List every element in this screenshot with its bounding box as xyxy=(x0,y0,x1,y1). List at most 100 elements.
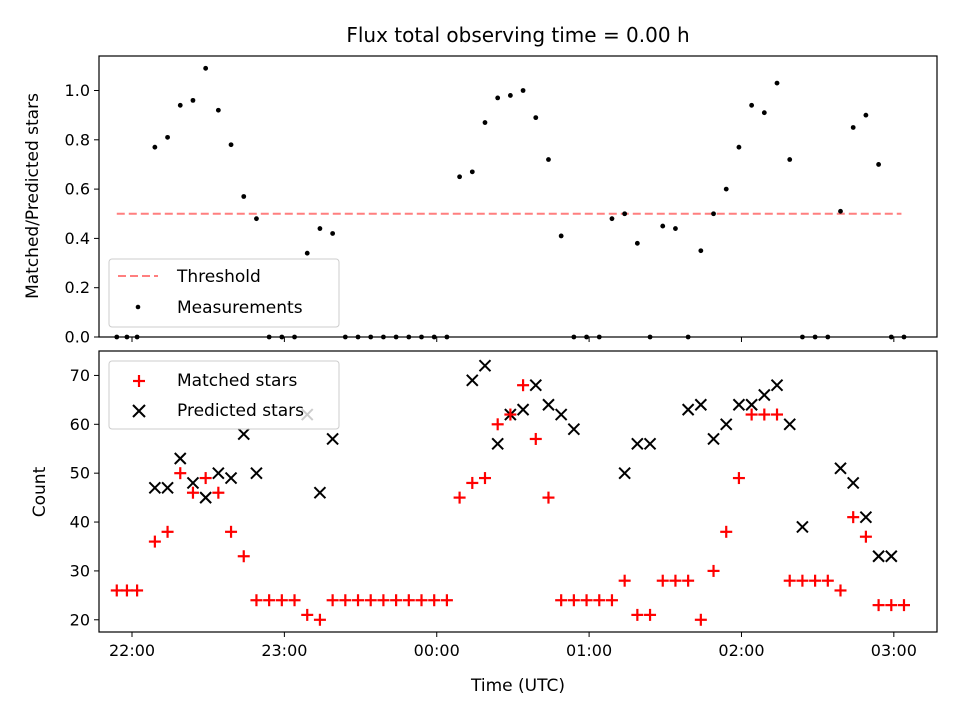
matched-star-markers xyxy=(110,379,910,626)
matched-star-marker xyxy=(821,574,834,587)
top-y-tick-label: 0.0 xyxy=(65,328,90,347)
measurement-point xyxy=(317,226,323,231)
legend-measurements-label: Measurements xyxy=(177,298,303,318)
matched-star-marker xyxy=(364,594,377,607)
measurement-point xyxy=(177,102,183,108)
matched-star-marker xyxy=(555,594,568,607)
measurement-point xyxy=(711,211,716,217)
predicted-star-marker xyxy=(745,398,758,411)
measurement-point xyxy=(190,97,196,103)
measurement-point xyxy=(165,134,170,140)
legend-matched-label: Matched stars xyxy=(177,371,297,391)
bottom-y-tick-label: 40 xyxy=(70,513,90,532)
matched-star-marker xyxy=(288,594,301,607)
matched-star-marker xyxy=(402,594,415,607)
bottom-plot-area: 20 30 40 50 60 70 22:00 23:00 00:00 01:00 02:00 03… xyxy=(70,350,938,660)
matched-star-marker xyxy=(631,608,644,621)
top-y-tick-label: 0.2 xyxy=(65,278,90,297)
top-plot-area: 0.0 0.2 0.4 0.6 0.8 1.0 xyxy=(65,55,938,347)
predicted-star-marker xyxy=(643,437,657,451)
measurement-point xyxy=(558,233,564,239)
bottom-y-axis-label: Count xyxy=(30,466,50,517)
matched-star-marker xyxy=(478,472,491,485)
matched-star-marker xyxy=(580,594,593,607)
matched-star-marker xyxy=(415,594,428,607)
predicted-star-marker xyxy=(834,462,847,475)
matched-star-marker xyxy=(491,418,504,431)
bottom-x-tick-label: 22:00 xyxy=(109,641,155,660)
matched-star-marker xyxy=(199,472,212,485)
matched-star-marker xyxy=(428,594,441,607)
measurement-point xyxy=(228,142,234,148)
predicted-star-marker xyxy=(846,476,860,490)
legend-predicted-swatch xyxy=(132,404,146,418)
measurement-point xyxy=(698,248,704,254)
measurement-point xyxy=(673,226,678,231)
matched-star-marker xyxy=(542,491,555,504)
matched-star-marker xyxy=(237,550,250,563)
measurement-point xyxy=(546,157,551,162)
predicted-star-marker xyxy=(186,476,200,490)
matched-star-marker xyxy=(161,525,174,538)
matched-star-marker xyxy=(656,574,669,587)
legend-matched-swatch xyxy=(133,375,145,387)
measurement-point xyxy=(241,194,247,199)
measurement-point xyxy=(660,223,666,229)
matched-star-marker xyxy=(834,584,847,597)
matched-star-marker xyxy=(212,486,225,499)
measurement-point xyxy=(634,240,640,246)
top-x-ticks xyxy=(131,337,895,342)
measurement-point xyxy=(254,216,259,222)
matched-star-marker xyxy=(529,432,542,445)
measurement-point xyxy=(215,107,221,113)
bottom-x-tick-label: 01:00 xyxy=(566,641,612,660)
legend-measurements-swatch xyxy=(135,304,141,310)
bottom-x-tick-label: 00:00 xyxy=(414,641,460,660)
matched-star-marker xyxy=(390,594,403,607)
matched-star-marker xyxy=(174,467,187,480)
bottom-x-ticks: 22:00 23:00 00:00 01:00 02:00 03:00 xyxy=(109,632,917,660)
top-chart-title: Flux total observing time = 0.00 h xyxy=(346,23,689,47)
predicted-star-marker xyxy=(783,418,796,431)
predicted-star-marker xyxy=(618,466,631,480)
matched-star-marker xyxy=(225,525,238,538)
measurement-point xyxy=(520,88,526,93)
matched-star-marker xyxy=(377,594,390,607)
matched-star-marker xyxy=(352,594,365,607)
predicted-star-marker xyxy=(478,359,492,372)
predicted-star-marker xyxy=(237,427,250,441)
predicted-star-marker xyxy=(567,422,581,436)
predicted-star-marker xyxy=(796,520,809,534)
matched-star-marker xyxy=(275,594,288,607)
measurement-point xyxy=(469,169,475,175)
top-y-tick-label: 0.4 xyxy=(65,229,90,248)
measurement-points xyxy=(114,65,907,340)
matched-star-marker xyxy=(453,491,466,504)
predicted-star-marker xyxy=(174,452,187,465)
matched-star-marker xyxy=(847,511,860,524)
predicted-star-marker xyxy=(212,466,225,480)
bottom-y-ticks: 20 30 40 50 60 70 xyxy=(70,366,99,629)
predicted-star-marker xyxy=(732,398,746,411)
bottom-y-tick-label: 50 xyxy=(70,464,90,483)
matched-star-marker xyxy=(897,599,910,612)
predicted-star-marker xyxy=(681,403,695,416)
predicted-star-marker xyxy=(542,398,555,411)
matched-star-marker xyxy=(567,594,580,607)
measurement-point xyxy=(761,110,767,116)
matched-star-marker xyxy=(186,486,199,499)
matched-star-marker xyxy=(131,584,144,597)
bottom-y-tick-label: 20 xyxy=(70,610,90,629)
matched-star-marker xyxy=(263,594,276,607)
matched-star-marker xyxy=(758,408,771,421)
predicted-star-marker xyxy=(770,379,784,392)
measurement-point xyxy=(304,250,310,256)
bottom-y-tick-label: 30 xyxy=(70,561,90,580)
measurement-point xyxy=(152,144,158,150)
top-y-axis-label: Matched/Predicted stars xyxy=(23,93,43,299)
matched-star-marker xyxy=(301,608,314,621)
predicted-star-marker xyxy=(631,437,644,451)
bottom-x-tick-label: 02:00 xyxy=(718,641,764,660)
measurement-point xyxy=(533,115,539,121)
